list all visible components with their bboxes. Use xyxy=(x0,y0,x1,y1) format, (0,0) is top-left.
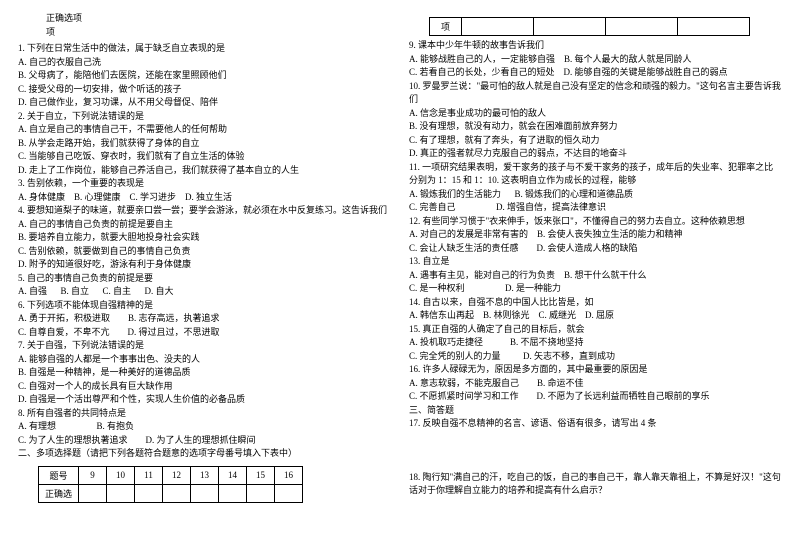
q7-a: A. 能够自强的人都是一个事事出色、没夫的人 xyxy=(18,353,391,367)
section3: 三、简答题 xyxy=(409,404,782,418)
table-row: 正确选 xyxy=(39,484,303,502)
q11-cd: C. 完善自己 D. 增强自信，提高法律意识 xyxy=(409,201,782,215)
q2-b: B. 从学会走路开始，我们就获得了身体的自立 xyxy=(18,137,391,151)
q1-stem: 1. 下列在日常生活中的做法，属于缺乏自立表现的是 xyxy=(18,42,391,56)
right-column: 项 9. 课本中少年牛顿的故事告诉我们 A. 能够战胜自己的人，一定能够自强 B… xyxy=(409,12,782,506)
q10-c: C. 有了理想，就有了奔头，有了进取的恒久动力 xyxy=(409,134,782,148)
q10-d: D. 真正的强者就尽力克服自己的弱点，不达目的地奋斗 xyxy=(409,147,782,161)
q9-cd: C. 若看自己的长处，少看自己的短处 D. 能够自强的关键是能够战胜自己的弱点 xyxy=(409,66,782,80)
q8-stem: 8. 所有自强者的共同特点是 xyxy=(18,407,391,421)
q2-a: A. 自立是自己的事情自己干，不需要他人的任何帮助 xyxy=(18,123,391,137)
q3-stem: 3. 告别依赖，一个重要的表现是 xyxy=(18,177,391,191)
q5-stem: 5. 自己的事情自己负责的前提是要 xyxy=(18,272,391,286)
q4-stem: 4. 要想知道梨子的味道，就要亲口尝一尝；要学会游泳，就必须在水中反复练习。这告… xyxy=(18,204,391,218)
q10-a: A. 信念是事业成功的最可怕的敌人 xyxy=(409,107,782,121)
q6-cd: C. 自尊自爱，不卑不亢 D. 得过且过，不思进取 xyxy=(18,326,391,340)
q9-stem: 9. 课本中少年牛顿的故事告诉我们 xyxy=(409,39,782,53)
q1-a: A. 自己的衣服自己洗 xyxy=(18,56,391,70)
answer-label: 正确选项 xyxy=(18,12,391,26)
q12-cd: C. 会让人缺乏生活的责任感 D. 会使人造成人格的缺陷 xyxy=(409,242,782,256)
q10-stem: 10. 罗曼罗兰说："最可怕的敌人就是自己没有坚定的信念和顽强的毅力。"这句名言… xyxy=(409,80,782,107)
q4-d: D. 附予的知道很好吃，游泳有利于身体健康 xyxy=(18,258,391,272)
q11-ab: A. 锻炼我们的生活能力 B. 锻炼我们的心理和道德品质 xyxy=(409,188,782,202)
q3-opts: A. 身体健康 B. 心理健康 C. 学习进步 D. 独立生活 xyxy=(18,191,391,205)
left-column: 正确选项 项 1. 下列在日常生活中的做法，属于缺乏自立表现的是 A. 自己的衣… xyxy=(18,12,391,506)
q4-c: C. 告别依赖，就要做到自己的事情自己负责 xyxy=(18,245,391,259)
q18: 18. 陶行知"满自己的汗，吃自己的饭，自己的事自己干，靠人靠天靠祖上，不算是好… xyxy=(409,471,782,498)
answer-table: 题号 9 10 11 12 13 14 15 16 正确选 xyxy=(38,466,391,503)
q16-ab: A. 意志软弱，不能克服自己 B. 命运不佳 xyxy=(409,377,782,391)
q14-stem: 14. 自古以来，自强不息的中国人比比皆是，如 xyxy=(409,296,782,310)
q7-b: B. 自强是一种精神，是一种美好的道德品质 xyxy=(18,366,391,380)
q2-c: C. 当能够自己吃饭、穿衣时，我们就有了自立生活的体验 xyxy=(18,150,391,164)
q1-d: D. 自己做作业，复习功课，从不用父母督促、陪伴 xyxy=(18,96,391,110)
q8-cd: C. 为了人生的理想执著追求 D. 为了人生的理想抓住瞬间 xyxy=(18,434,391,448)
q1-c: C. 接受父母的一切安排，做个听话的孩子 xyxy=(18,83,391,97)
q13-ab: A. 遇事有主见，能对自己的行为负责 B. 想干什么就干什么 xyxy=(409,269,782,283)
q15-stem: 15. 真正自强的人确定了自己的目标后，就会 xyxy=(409,323,782,337)
q9-ab: A. 能够战胜自己的人，一定能够自强 B. 每个人最大的敌人就是同龄人 xyxy=(409,53,782,67)
th-num: 题号 xyxy=(39,466,79,484)
q2-d: D. 走上了工作岗位，能够自己养活自己，我们就获得了基本自立的人生 xyxy=(18,164,391,178)
q5-opts: A. 自强 B. 自立 C. 自主 D. 自大 xyxy=(18,285,391,299)
top-table: 项 xyxy=(429,17,782,36)
q6-ab: A. 勇于开拓，积极进取 B. 志存高远，执著追求 xyxy=(18,312,391,326)
q7-c: C. 自强对一个人的成长具有巨大缺作用 xyxy=(18,380,391,394)
q14-opts: A. 韩信东山再起 B. 林则徐光 C. 威继光 D. 屈原 xyxy=(409,309,782,323)
q15-cd: C. 完全凭的别人的力量 D. 矢志不移，直到成功 xyxy=(409,350,782,364)
q10-b: B. 没有理想，就没有动力，就会在困难面前放弃努力 xyxy=(409,120,782,134)
q16-cd: C. 不愿抓紧时间学习和工作 D. 不愿为了长远利益而牺牲自己眼前的享乐 xyxy=(409,390,782,404)
q12-stem: 12. 有些同学习惯于"衣来伸手，饭来张口"，不懂得自己的努力去自立。这种依赖思… xyxy=(409,215,782,229)
q4-a: A. 自己的事情自己负责的前提是要自主 xyxy=(18,218,391,232)
q7-d: D. 自强是一个活出尊严和个性，实现人生价值的必备品质 xyxy=(18,393,391,407)
q8-ab: A. 有理想 B. 有抱负 xyxy=(18,420,391,434)
q2-stem: 2. 关于自立，下列说法错误的是 xyxy=(18,110,391,124)
q15-ab: A. 投机取巧走捷径 B. 不屈不挠地坚持 xyxy=(409,336,782,350)
q4-b: B. 要培养自立能力，就要大胆地投身社会实践 xyxy=(18,231,391,245)
q1-b: B. 父母病了，能陪他们去医院，还能在家里照顾他们 xyxy=(18,69,391,83)
q13-cd: C. 是一种权利 D. 是一种能力 xyxy=(409,282,782,296)
th-xiang: 项 xyxy=(430,18,462,36)
q6-stem: 6. 下列选项不能体现自强精神的是 xyxy=(18,299,391,313)
q17: 17. 反映自强不息精神的名言、谚语、俗语有很多，请写出 4 条 xyxy=(409,417,782,431)
multi-stem: 二、多项选择题（请把下列各题符合题意的选项字母番号填入下表中） xyxy=(18,447,391,461)
table-row: 项 xyxy=(430,18,750,36)
table-row: 题号 9 10 11 12 13 14 15 16 xyxy=(39,466,303,484)
q16-stem: 16. 许多人碌碌无为，原因是多方面的，其中最重要的原因是 xyxy=(409,363,782,377)
answer-label2: 项 xyxy=(18,26,391,40)
q11-stem: 11. 一项研究结果表明，爱干家务的孩子与不爱干家务的孩子，成年后的失业率、犯罪… xyxy=(409,161,782,188)
th-ans: 正确选 xyxy=(39,484,79,502)
q13-stem: 13. 自立是 xyxy=(409,255,782,269)
q7-stem: 7. 关于自强，下列说法错误的是 xyxy=(18,339,391,353)
q12-ab: A. 对自己的发展是非常有害的 B. 会使人丧失独立生活的能力和精神 xyxy=(409,228,782,242)
